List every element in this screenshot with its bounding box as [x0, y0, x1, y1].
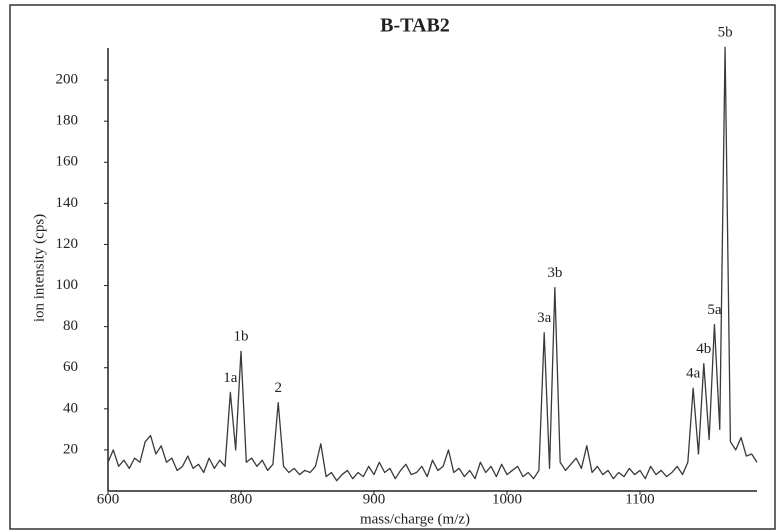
x-tick-label: 800 [230, 491, 253, 507]
x-tick-label: 600 [97, 491, 120, 507]
y-tick-label: 40 [63, 400, 78, 416]
frame [9, 4, 776, 530]
x-axis-label: mass/charge (m/z) [360, 511, 470, 527]
y-tick-label: 180 [56, 113, 79, 129]
peak-label: 5a [707, 302, 722, 318]
y-tick-label: 140 [56, 195, 79, 211]
y-tick-label: 160 [56, 154, 79, 170]
peak-label: 2 [274, 380, 282, 396]
peak-label: 4b [696, 341, 711, 357]
x-tick-label: 1000 [492, 491, 522, 507]
peak-label: 1a [223, 370, 238, 386]
peak-label: 4a [686, 366, 701, 382]
x-tick-label: 1100 [625, 491, 654, 507]
spectrum-line [107, 46, 758, 482]
y-tick-label: 100 [56, 277, 79, 293]
x-tick-label: 900 [363, 491, 386, 507]
peak-label: 1b [233, 329, 248, 345]
y-tick-label: 60 [63, 359, 78, 375]
y-tick-label: 200 [56, 72, 79, 88]
y-tick-label: 120 [56, 236, 79, 252]
peak-label: 5b [718, 25, 733, 41]
peak-label: 3b [547, 265, 562, 281]
y-tick-label: 20 [63, 441, 78, 457]
y-axis-label: ion intensity (cps) [31, 214, 47, 322]
y-tick-label: 80 [63, 318, 78, 334]
chart-title: B-TAB2 [380, 15, 450, 37]
peak-label: 3a [537, 310, 552, 326]
